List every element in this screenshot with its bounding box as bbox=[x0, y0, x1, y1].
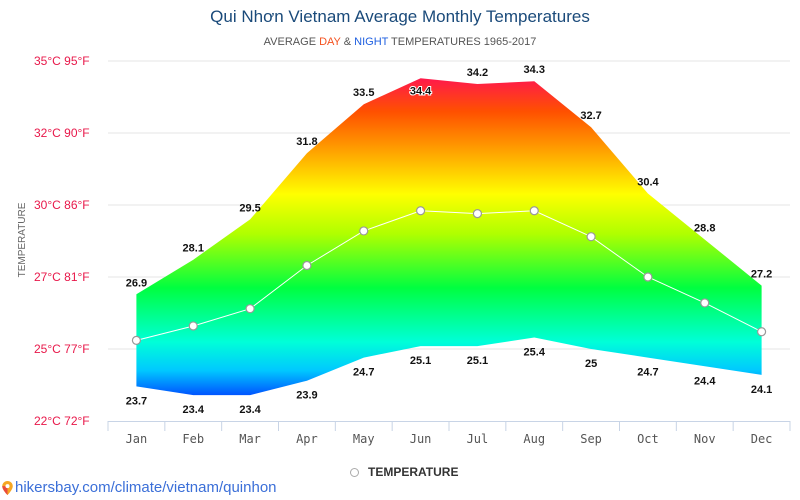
source-link-text: hikersbay.com/climate/vietnam/quinhon bbox=[15, 479, 277, 496]
night-value-label: 24.1 bbox=[751, 384, 772, 396]
y-tick-label: 32°C 90°F bbox=[34, 126, 90, 140]
night-value-label: 24.4 bbox=[694, 375, 716, 387]
x-tick-label: Jul bbox=[467, 432, 489, 446]
night-value-label: 23.4 bbox=[183, 404, 205, 416]
day-value-label: 26.9 bbox=[126, 277, 147, 289]
x-tick-label: May bbox=[353, 432, 375, 446]
subtitle-suffix: TEMPERATURES 1965-2017 bbox=[388, 36, 537, 48]
average-temperature-points bbox=[131, 206, 767, 345]
x-tick-label: Jan bbox=[126, 432, 148, 446]
average-point bbox=[302, 260, 312, 271]
x-tick-label: Oct bbox=[637, 432, 659, 446]
x-tick-label: Nov bbox=[694, 432, 716, 446]
x-axis: Jan Feb Mar Apr May Jun Jul Aug Sep Oct Nov Dec bbox=[107, 421, 791, 446]
average-point bbox=[415, 206, 426, 216]
x-tick-label: Apr bbox=[296, 432, 318, 446]
subtitle-prefix: AVERAGE bbox=[263, 36, 320, 48]
average-point bbox=[472, 209, 483, 219]
night-value-label: 25.4 bbox=[524, 346, 546, 358]
subtitle-and: & bbox=[340, 36, 355, 48]
chart-title: Qui Nhơn Vietnam Average Monthly Tempera… bbox=[210, 7, 590, 26]
legend-label: TEMPERATURE bbox=[368, 465, 459, 479]
data-labels: 26.9 28.1 29.5 31.8 33.5 34.4 34.2 34.3 32.7 30.4… bbox=[126, 64, 773, 416]
chart-subtitle: AVERAGE DAY & NIGHT TEMPERATURES 1965-20… bbox=[0, 36, 800, 48]
y-tick-label: 27°C 81°F bbox=[34, 270, 90, 284]
average-temperature-line bbox=[136, 210, 762, 341]
night-value-label: 23.7 bbox=[126, 395, 147, 407]
day-value-label: 34.2 bbox=[467, 67, 488, 79]
day-value-label: 32.7 bbox=[580, 110, 601, 122]
day-value-label: 30.4 bbox=[637, 176, 659, 188]
day-value-label: 28.8 bbox=[694, 223, 715, 235]
subtitle-night: NIGHT bbox=[354, 36, 389, 48]
legend[interactable]: TEMPERATURE bbox=[350, 465, 458, 479]
average-point bbox=[756, 327, 767, 337]
night-value-label: 25 bbox=[585, 358, 597, 370]
day-value-label: 28.1 bbox=[183, 243, 204, 255]
subtitle-day: DAY bbox=[319, 36, 341, 48]
night-value-label: 25.1 bbox=[410, 355, 431, 367]
day-value-label: 33.5 bbox=[353, 87, 374, 99]
average-point bbox=[700, 298, 710, 308]
average-point bbox=[586, 232, 596, 242]
night-value-label: 23.4 bbox=[239, 404, 261, 416]
y-tick-label: 22°C 72°F bbox=[34, 414, 90, 428]
average-point bbox=[245, 304, 255, 314]
average-point bbox=[359, 226, 369, 236]
average-point bbox=[188, 321, 198, 331]
night-value-label: 23.9 bbox=[296, 390, 317, 402]
x-tick-label: Mar bbox=[239, 432, 261, 446]
average-point bbox=[131, 335, 142, 345]
day-value-label: 29.5 bbox=[239, 202, 260, 214]
average-point bbox=[529, 206, 539, 216]
night-value-label: 24.7 bbox=[353, 367, 374, 379]
day-value-label: 31.8 bbox=[296, 136, 317, 148]
y-tick-label: 25°C 77°F bbox=[34, 342, 90, 356]
day-value-label: 34.4 bbox=[410, 85, 432, 97]
day-value-label: 34.3 bbox=[524, 64, 545, 76]
average-point bbox=[643, 272, 653, 282]
y-axis: 35°C 95°F 32°C 90°F 30°C 86°F 27°C 81°F 25°C… bbox=[34, 54, 90, 428]
day-value-label: 27.2 bbox=[751, 269, 772, 281]
night-value-label: 25.1 bbox=[467, 355, 488, 367]
x-tick-label: Jun bbox=[410, 432, 432, 446]
source-link[interactable]: hikersbay.com/climate/vietnam/quinhon bbox=[2, 479, 277, 496]
legend-marker-icon bbox=[350, 467, 359, 477]
map-pin-icon bbox=[2, 480, 13, 495]
day-night-range-area bbox=[136, 78, 762, 396]
x-tick-label: Feb bbox=[182, 432, 204, 446]
night-value-label: 24.7 bbox=[637, 367, 658, 379]
x-tick-label: Sep bbox=[580, 432, 602, 446]
y-axis-title: TEMPERATURE bbox=[17, 202, 28, 277]
y-tick-label: 35°C 95°F bbox=[34, 54, 90, 68]
x-tick-label: Aug bbox=[523, 432, 545, 446]
x-tick-label: Dec bbox=[751, 432, 773, 446]
y-tick-label: 30°C 86°F bbox=[34, 198, 90, 212]
